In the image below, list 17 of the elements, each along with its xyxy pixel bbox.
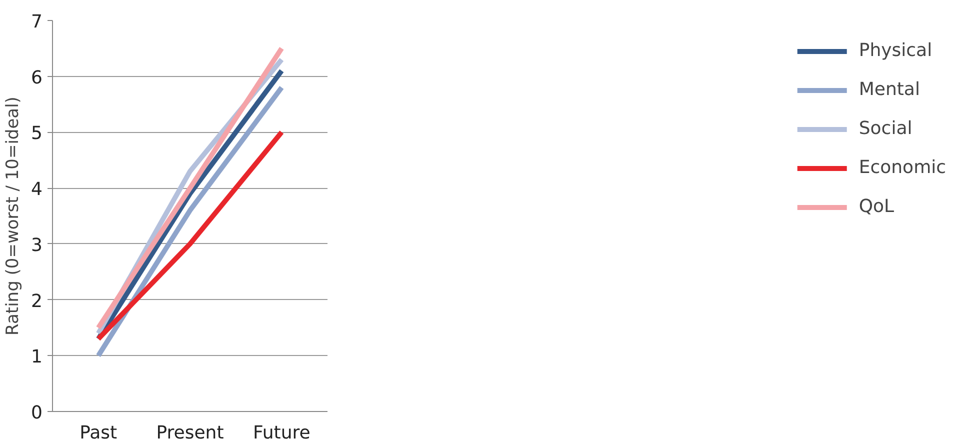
legend-label: Economic [858, 157, 946, 178]
legend-label: Mental [858, 79, 920, 100]
y-axis-title: Rating (0=worst / 10=ideal) [3, 96, 24, 336]
legend-label: Physical [858, 40, 932, 61]
y-tick-label: 0 [31, 402, 42, 424]
y-tick-label: 7 [31, 12, 42, 32]
legend-label: QoL [858, 196, 894, 217]
x-tick-label: Future [253, 422, 310, 444]
y-tick-label: 3 [31, 234, 42, 256]
x-tick-label: Past [80, 422, 118, 444]
x-tick-label: Present [156, 422, 224, 444]
y-tick-label: 5 [31, 123, 42, 144]
y-tick-label: 1 [31, 346, 42, 368]
y-tick-label: 2 [31, 290, 42, 312]
y-tick-label: 6 [31, 67, 42, 88]
legend-label: Social [858, 118, 912, 139]
y-tick-label: 4 [31, 179, 42, 200]
